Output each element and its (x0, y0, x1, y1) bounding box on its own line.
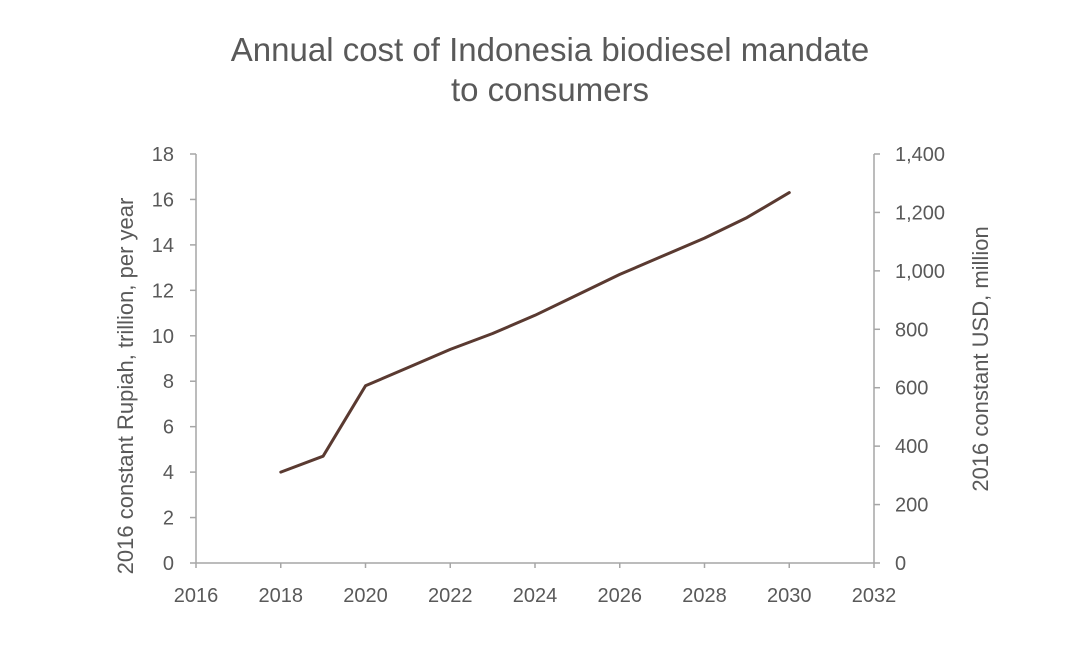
y2-tick-label: 1,400 (895, 144, 945, 166)
chart-title-line-2: to consumers (450, 71, 650, 108)
y-tick-label: 12 (152, 280, 174, 302)
y-tick-label: 0 (163, 553, 174, 575)
y2-tick-label: 800 (895, 319, 928, 341)
y-tick-label: 6 (163, 417, 174, 439)
y-tick-label: 18 (152, 144, 174, 166)
x-tick-label: 2018 (259, 585, 304, 607)
x-tick-label: 2022 (428, 585, 473, 607)
y2-tick-label: 400 (895, 436, 928, 458)
y2-tick-label: 600 (895, 378, 928, 400)
chart-title-line-1: Annual cost of Indonesia biodiesel manda… (230, 31, 870, 68)
y-tick-label: 14 (152, 235, 174, 257)
x-tick-label: 2020 (343, 585, 388, 607)
x-tick-label: 2032 (852, 585, 897, 607)
x-tick-label: 2024 (513, 585, 558, 607)
chart-title: Annual cost of Indonesia biodiesel manda… (0, 30, 1068, 110)
x-tick-label: 2026 (598, 585, 643, 607)
y2-tick-label: 0 (895, 553, 906, 575)
x-tick-label: 2028 (682, 585, 727, 607)
y2-tick-label: 200 (895, 495, 928, 517)
y-tick-label: 16 (152, 189, 174, 211)
y-axis-title: 2016 constant Rupiah, trillion, per year (113, 198, 138, 575)
y2-tick-label: 1,200 (895, 202, 945, 224)
x-tick-label: 2030 (767, 585, 812, 607)
series-line (279, 191, 791, 474)
y-tick-label: 2 (163, 508, 174, 530)
y-tick-label: 4 (163, 462, 174, 484)
y2-tick-label: 1,000 (895, 261, 945, 283)
y-tick-label: 8 (163, 371, 174, 393)
y-tick-label: 10 (152, 326, 174, 348)
x-tick-label: 2016 (174, 585, 219, 607)
y2-axis-title: 2016 constant USD, million (968, 226, 993, 491)
